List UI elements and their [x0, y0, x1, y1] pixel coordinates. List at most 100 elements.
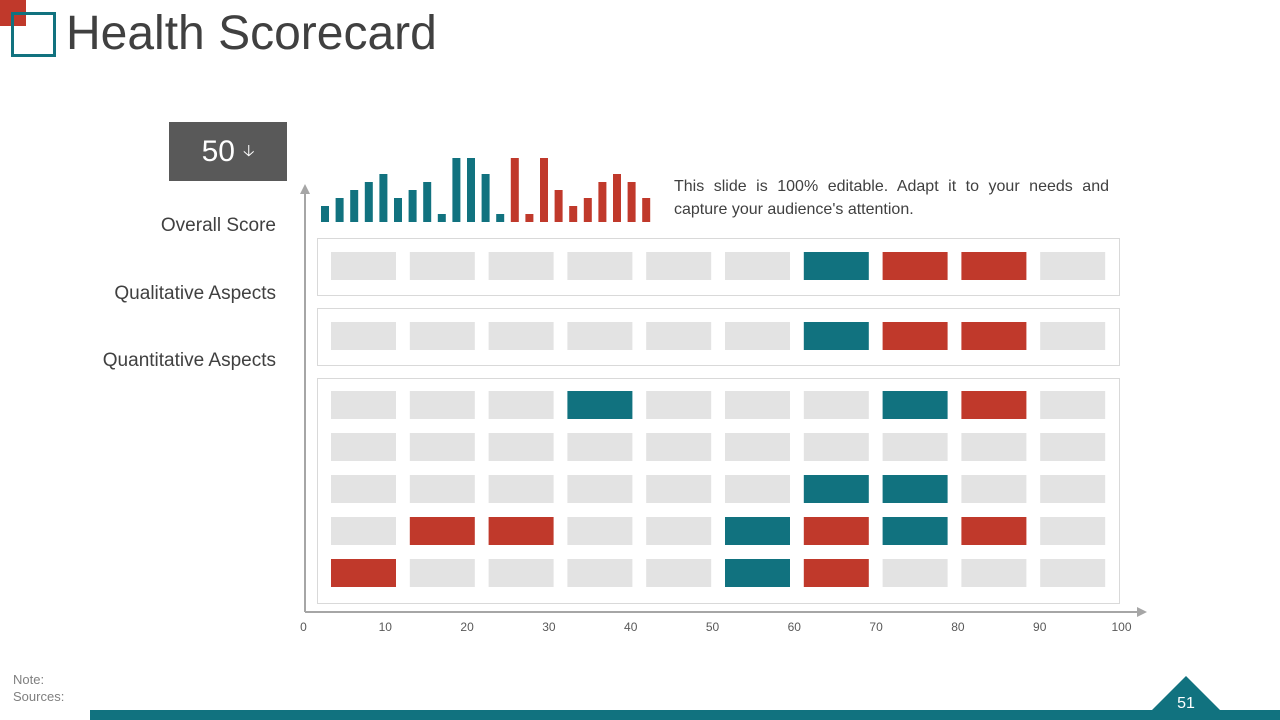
grid-cell — [725, 322, 790, 350]
grid-cell — [803, 252, 869, 280]
grid-cell — [409, 252, 475, 280]
grid-cell — [646, 252, 712, 280]
grid-cell — [646, 433, 712, 461]
grid-cell — [331, 517, 396, 545]
x-tick-label: 50 — [706, 620, 720, 634]
grid-cell — [1040, 391, 1106, 419]
sparkline-bar — [321, 206, 329, 222]
grid-cell — [725, 517, 790, 545]
arrow-down-icon: 🡣 — [242, 143, 255, 160]
grid-cell — [409, 322, 475, 350]
x-tick-label: 0 — [300, 620, 307, 634]
sparkline-bar — [569, 206, 578, 222]
grid-cell — [567, 322, 633, 350]
grid-cell — [961, 391, 1027, 419]
x-tick-label: 80 — [951, 620, 965, 634]
sparkline-bar — [408, 190, 417, 222]
grid-cell — [882, 391, 948, 419]
grid-cell — [725, 391, 790, 419]
grid-cell — [331, 475, 396, 503]
score-value: 50 — [201, 134, 235, 168]
description-text: This slide is 100% editable. Adapt it to… — [674, 178, 1109, 218]
score-badge: 50 🡣 — [169, 122, 287, 181]
grid-cell — [961, 517, 1027, 545]
grid-cell — [803, 517, 869, 545]
grid-cell — [882, 475, 948, 503]
logo-teal-square — [11, 12, 56, 57]
grid-cell — [961, 559, 1027, 587]
grid-cell — [646, 475, 712, 503]
grid-cell — [882, 517, 948, 545]
grid-cell — [409, 559, 475, 587]
sparkline-bar — [510, 158, 519, 222]
footer-bar — [90, 710, 1280, 720]
grid-cell — [882, 433, 948, 461]
grid-cell — [803, 559, 869, 587]
grid-cell — [646, 391, 712, 419]
grid-cell — [1040, 559, 1106, 587]
grid-cell — [567, 517, 633, 545]
x-tick-label: 30 — [542, 620, 556, 634]
grid-cell — [1040, 517, 1106, 545]
grid-cell — [1040, 433, 1106, 461]
x-tick-label: 90 — [1033, 620, 1047, 634]
sparkline-bar — [554, 190, 563, 222]
x-tick-label: 100 — [1111, 620, 1131, 634]
grid-cell — [725, 433, 790, 461]
x-tick-label: 20 — [460, 620, 474, 634]
sparkline-bar — [583, 198, 592, 222]
grid-cell — [567, 433, 633, 461]
grid-cell — [803, 433, 869, 461]
sparkline-bar — [481, 174, 490, 222]
sparkline-bar — [642, 198, 651, 222]
footnote-sources: Sources: — [13, 689, 65, 704]
grid-cell — [331, 391, 396, 419]
grid-cell — [488, 517, 554, 545]
page-title: Health Scorecard — [66, 7, 437, 60]
sparkline-bar — [379, 174, 388, 222]
grid-cell — [1040, 475, 1106, 503]
sparkline-bar — [525, 214, 534, 222]
grid-cell — [725, 559, 790, 587]
grid-cell — [646, 322, 712, 350]
grid-cell — [646, 559, 712, 587]
sparkline-bar — [467, 158, 475, 222]
label-quantitative-aspects: Quantitative Aspects — [102, 350, 276, 371]
x-tick-label: 40 — [624, 620, 638, 634]
grid-cell — [488, 322, 554, 350]
grid-cell — [567, 559, 633, 587]
grid-cell — [725, 475, 790, 503]
grid-cell — [409, 475, 475, 503]
sparkline-bar — [364, 182, 373, 222]
sparkline-bar — [613, 174, 621, 222]
grid-cell — [567, 391, 633, 419]
grid-cell — [409, 433, 475, 461]
grid-cell — [331, 559, 396, 587]
x-tick-label: 60 — [788, 620, 802, 634]
grid-cell — [567, 475, 633, 503]
grid-cell — [961, 475, 1027, 503]
sparkline-bar — [423, 182, 432, 222]
sparkline-bar — [437, 214, 446, 222]
grid-cell — [803, 391, 869, 419]
grid-cell — [488, 391, 554, 419]
grid-cell — [961, 252, 1027, 280]
x-tick-label: 10 — [379, 620, 393, 634]
grid-cell — [1040, 252, 1106, 280]
footnote-note: Note: — [13, 672, 45, 687]
x-axis-arrow — [1137, 607, 1147, 617]
x-tick-label: 70 — [869, 620, 883, 634]
grid-cell — [488, 252, 554, 280]
label-overall-score: Overall Score — [160, 215, 276, 236]
grid-cell — [409, 517, 475, 545]
sparkline-bar — [350, 190, 359, 222]
grid-cell — [882, 252, 948, 280]
page-number-badge — [1149, 676, 1223, 713]
page-number: 51 — [1177, 695, 1195, 712]
sparkline-bar — [540, 158, 548, 222]
grid-cell — [409, 391, 475, 419]
sparkline-bar — [496, 214, 505, 222]
grid-cell — [488, 475, 554, 503]
grid-cell — [331, 252, 396, 280]
grid-cell — [567, 252, 633, 280]
